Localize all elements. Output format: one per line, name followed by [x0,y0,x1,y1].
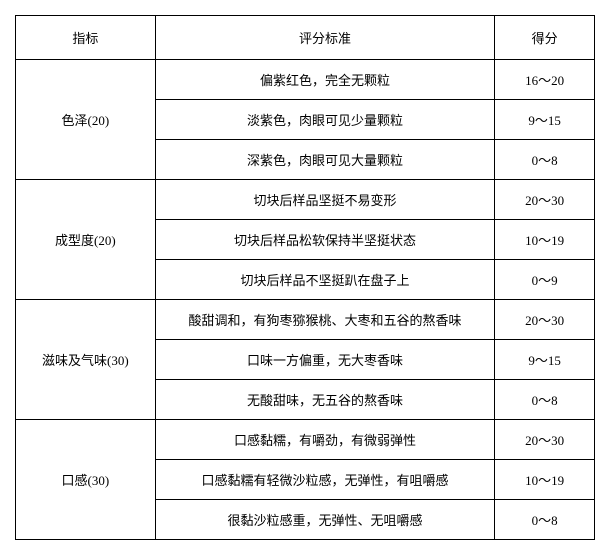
score-cell: 0～8 [495,140,595,180]
scoring-table: 指标 评分标准 得分 色泽(20) 偏紫红色，完全无颗粒 16～20 淡紫色，肉… [15,15,595,540]
criteria-cell: 口味一方偏重，无大枣香味 [155,340,494,380]
header-criteria: 评分标准 [155,16,494,60]
indicator-cell: 成型度(20) [16,180,156,300]
table-row: 色泽(20) 偏紫红色，完全无颗粒 16～20 [16,60,595,100]
score-cell: 20～30 [495,300,595,340]
score-cell: 9～15 [495,340,595,380]
score-cell: 0～8 [495,380,595,420]
criteria-cell: 无酸甜味，无五谷的熬香味 [155,380,494,420]
table-row: 口感(30) 口感黏糯，有嚼劲，有微弱弹性 20～30 [16,420,595,460]
criteria-cell: 切块后样品坚挺不易变形 [155,180,494,220]
score-cell: 0～8 [495,500,595,540]
criteria-cell: 口感黏糯，有嚼劲，有微弱弹性 [155,420,494,460]
header-score: 得分 [495,16,595,60]
score-cell: 10～19 [495,460,595,500]
score-cell: 16～20 [495,60,595,100]
score-cell: 20～30 [495,420,595,460]
criteria-cell: 淡紫色，肉眼可见少量颗粒 [155,100,494,140]
criteria-cell: 深紫色，肉眼可见大量颗粒 [155,140,494,180]
criteria-cell: 切块后样品松软保持半坚挺状态 [155,220,494,260]
header-indicator: 指标 [16,16,156,60]
score-cell: 10～19 [495,220,595,260]
indicator-cell: 滋味及气味(30) [16,300,156,420]
criteria-cell: 很黏沙粒感重，无弹性、无咀嚼感 [155,500,494,540]
criteria-cell: 切块后样品不坚挺趴在盘子上 [155,260,494,300]
indicator-cell: 口感(30) [16,420,156,540]
indicator-cell: 色泽(20) [16,60,156,180]
criteria-cell: 口感黏糯有轻微沙粒感，无弹性，有咀嚼感 [155,460,494,500]
table-header-row: 指标 评分标准 得分 [16,16,595,60]
criteria-cell: 偏紫红色，完全无颗粒 [155,60,494,100]
table-row: 成型度(20) 切块后样品坚挺不易变形 20～30 [16,180,595,220]
criteria-cell: 酸甜调和，有狗枣猕猴桃、大枣和五谷的熬香味 [155,300,494,340]
score-cell: 9～15 [495,100,595,140]
table-row: 滋味及气味(30) 酸甜调和，有狗枣猕猴桃、大枣和五谷的熬香味 20～30 [16,300,595,340]
score-cell: 20～30 [495,180,595,220]
score-cell: 0～9 [495,260,595,300]
